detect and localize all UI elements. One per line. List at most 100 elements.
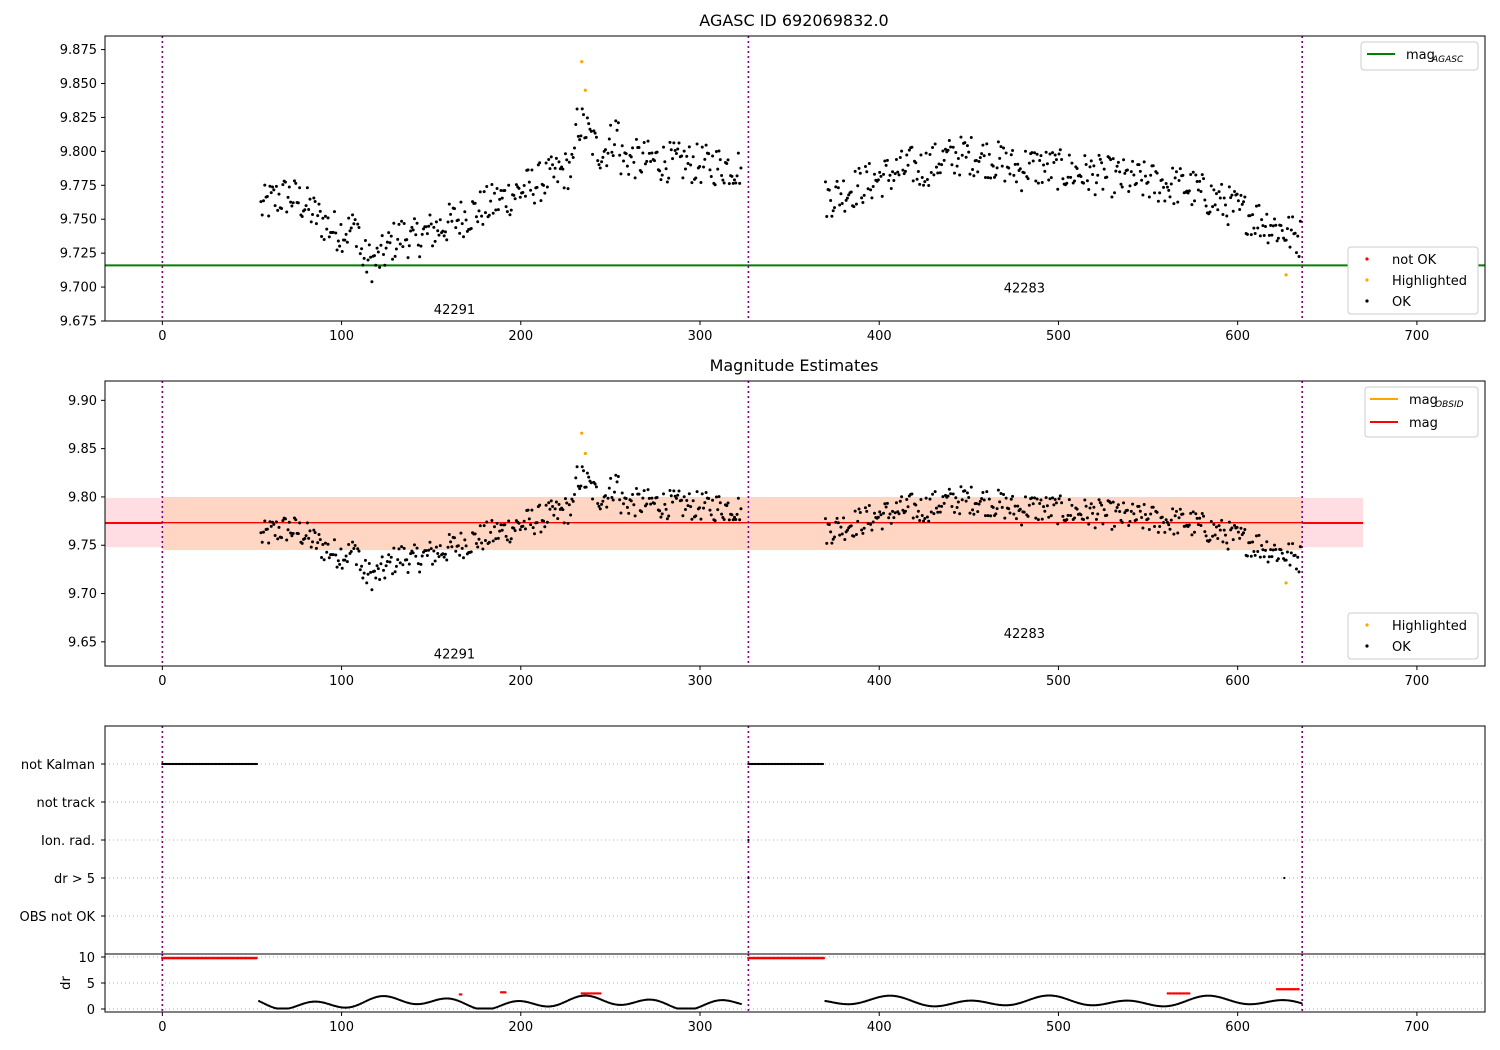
- ok-point: [563, 497, 567, 501]
- ok-point: [1004, 151, 1008, 155]
- p1-ytick-label: 9.700: [60, 281, 97, 296]
- ok-point: [424, 225, 428, 229]
- ok-point: [955, 505, 959, 509]
- ok-point: [671, 500, 675, 504]
- ok-point: [521, 524, 525, 528]
- ok-point: [598, 507, 602, 511]
- ok-point: [446, 220, 450, 224]
- ok-point: [931, 146, 935, 150]
- ok-point: [1075, 507, 1079, 511]
- ok-point: [383, 576, 387, 580]
- ok-point: [1138, 509, 1142, 513]
- ok-point: [1280, 551, 1284, 555]
- ok-point: [370, 588, 374, 592]
- ok-point: [1066, 513, 1070, 517]
- ok-point: [836, 186, 840, 190]
- ok-point: [296, 201, 300, 205]
- ok-point: [1198, 516, 1202, 520]
- ok-point: [407, 244, 411, 248]
- ok-point: [406, 256, 410, 260]
- ok-point: [289, 531, 293, 535]
- ok-point: [1213, 203, 1217, 207]
- ok-point: [411, 228, 415, 232]
- ok-point: [1174, 170, 1178, 174]
- ok-point: [556, 180, 560, 184]
- ok-point: [584, 485, 588, 489]
- ok-point: [593, 131, 597, 135]
- ok-point: [380, 555, 384, 559]
- ok-point: [1114, 169, 1118, 173]
- ok-point: [622, 502, 626, 506]
- ok-point: [996, 488, 1000, 492]
- ok-point: [673, 148, 677, 152]
- ok-point: [565, 158, 569, 162]
- p4-ytick-label: 0: [87, 1003, 95, 1018]
- ok-point: [1270, 233, 1274, 237]
- ok-point: [1200, 173, 1204, 177]
- ok-point: [922, 183, 926, 187]
- ok-point: [420, 554, 424, 558]
- ok-point: [996, 140, 1000, 144]
- ok-point: [955, 164, 959, 168]
- ok-point: [481, 222, 485, 226]
- ok-point: [262, 530, 266, 534]
- ok-point: [910, 145, 914, 149]
- ok-point: [303, 208, 307, 212]
- ok-point: [571, 499, 575, 503]
- ok-point: [1043, 169, 1047, 173]
- ok-point: [1189, 511, 1193, 515]
- ok-point: [954, 150, 958, 154]
- ok-point: [572, 493, 576, 497]
- ok-point: [663, 160, 667, 164]
- ok-point: [1168, 195, 1172, 199]
- ok-point: [829, 530, 833, 534]
- ok-point: [531, 526, 535, 530]
- ok-point: [861, 200, 865, 204]
- ok-point: [716, 508, 720, 512]
- ok-point: [566, 521, 570, 525]
- ok-point: [580, 465, 584, 469]
- highlighted-point: [1284, 581, 1288, 585]
- ok-point: [378, 265, 382, 269]
- ok-point: [906, 505, 910, 509]
- ok-point: [1131, 502, 1135, 506]
- ok-point: [1226, 223, 1230, 227]
- ok-point: [1109, 158, 1113, 162]
- ok-point: [587, 475, 591, 479]
- ok-point: [363, 558, 367, 562]
- ok-point: [830, 214, 834, 218]
- ok-point: [1169, 518, 1173, 522]
- ok-point: [1248, 214, 1252, 218]
- ok-point: [950, 504, 954, 508]
- ok-point: [1042, 505, 1046, 509]
- ok-point: [487, 213, 491, 217]
- ok-point: [667, 176, 671, 180]
- ok-point: [606, 151, 610, 155]
- ok-point: [1091, 511, 1095, 515]
- ok-point: [901, 508, 905, 512]
- ok-point: [1070, 161, 1074, 165]
- ok-point: [667, 514, 671, 518]
- flag-point: [821, 762, 825, 766]
- ok-point: [1016, 504, 1020, 508]
- ok-point: [954, 496, 958, 500]
- ok-point: [574, 476, 578, 480]
- ok-point: [312, 528, 316, 532]
- ok-point: [600, 502, 604, 506]
- ok-point: [976, 170, 980, 174]
- ok-point: [1026, 514, 1030, 518]
- ok-point: [508, 540, 512, 544]
- ok-point: [1100, 503, 1104, 507]
- ok-point: [1221, 213, 1225, 217]
- ok-point: [681, 514, 685, 518]
- ok-point: [1218, 196, 1222, 200]
- ok-point: [325, 550, 329, 554]
- ok-point: [1034, 516, 1038, 520]
- ok-point: [1204, 204, 1208, 208]
- ok-point: [870, 528, 874, 532]
- ok-point: [400, 545, 404, 549]
- ok-point: [415, 221, 419, 225]
- ok-point: [1115, 164, 1119, 168]
- ok-point: [259, 200, 263, 204]
- ok-point: [597, 163, 601, 167]
